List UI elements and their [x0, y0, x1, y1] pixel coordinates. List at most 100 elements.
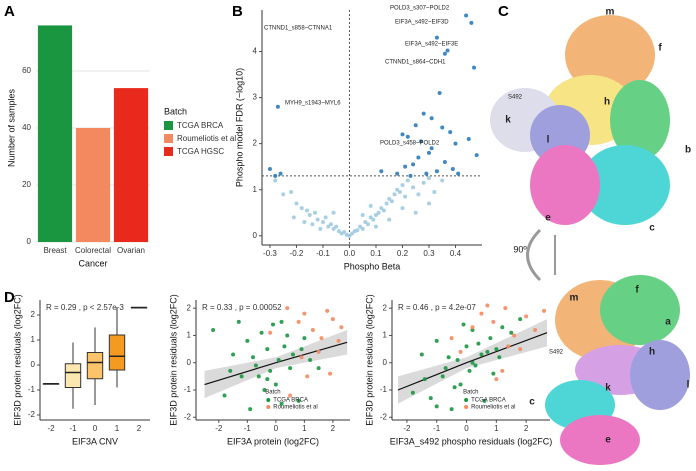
point — [403, 194, 408, 199]
point — [248, 407, 253, 412]
point — [222, 393, 227, 398]
confidence-band — [204, 330, 348, 399]
point — [400, 183, 405, 188]
panel-label: D — [4, 289, 15, 306]
point — [434, 169, 439, 174]
point — [494, 377, 499, 382]
x-tick-label: 0.2 — [397, 249, 409, 258]
point — [347, 233, 352, 238]
x-tick-label: -2 — [47, 424, 55, 433]
structure-label: k — [505, 115, 511, 126]
point — [331, 210, 336, 215]
point — [472, 65, 477, 70]
point — [411, 185, 416, 190]
point — [326, 224, 331, 229]
point — [426, 150, 431, 155]
point-annotation: EIF3A_s492~EIF3E — [405, 42, 458, 48]
point — [319, 336, 324, 341]
point — [482, 398, 487, 403]
x-axis-label: Phospho Beta — [344, 261, 401, 271]
x-axis-label: EIF3A protein (log2FC) — [227, 436, 319, 446]
box-body — [108, 334, 126, 371]
y-axis-label: Phospho model FDR (−log10) — [234, 68, 244, 187]
y-tick-label: 2 — [187, 303, 192, 312]
point — [268, 330, 273, 335]
point — [518, 317, 523, 322]
point — [448, 130, 453, 135]
point — [506, 344, 511, 349]
legend-swatch — [164, 134, 173, 143]
y-tick-label: 2 — [253, 139, 258, 148]
point — [464, 13, 469, 18]
point-annotation: POLD3_s307~POLD2 — [390, 6, 450, 12]
point — [458, 349, 463, 354]
point — [440, 178, 445, 183]
rotation-arrow — [526, 228, 542, 282]
point — [310, 328, 315, 332]
point — [400, 206, 405, 211]
point — [336, 338, 341, 343]
y-tick-label: 40 — [22, 123, 31, 132]
point — [442, 51, 447, 56]
point — [440, 125, 445, 130]
point — [474, 153, 479, 158]
y-tick-label: -1 — [380, 385, 388, 394]
point — [373, 224, 378, 229]
point — [387, 196, 392, 201]
point — [302, 336, 307, 341]
point — [479, 352, 484, 357]
x-tick-label: 0.0 — [344, 249, 356, 258]
point — [443, 366, 448, 371]
point — [302, 219, 307, 224]
x-tick-label: 1 — [302, 424, 307, 433]
point — [289, 190, 294, 195]
point — [491, 319, 496, 324]
stat-note: R = 0.46 , p = 4.2e-07 — [398, 303, 476, 312]
legend-swatch — [164, 147, 173, 156]
point — [395, 187, 400, 192]
legend-label: Roumeliotis et al — [177, 134, 236, 143]
legend-swatch — [164, 121, 173, 130]
point — [455, 358, 460, 362]
domain-blob — [580, 145, 670, 225]
point — [336, 229, 341, 234]
point — [384, 201, 389, 206]
point — [542, 308, 547, 313]
y-tick-label: -2 — [380, 412, 388, 421]
point — [285, 333, 290, 338]
rotation-label: 90º — [513, 244, 527, 254]
point — [397, 190, 402, 195]
x-axis-label: Cancer — [78, 258, 107, 268]
point — [381, 208, 386, 213]
point — [268, 368, 273, 373]
structure-art — [490, 15, 690, 465]
point — [500, 325, 505, 330]
x-tick-label: -1 — [69, 424, 77, 433]
point — [325, 308, 330, 313]
domain-blob — [610, 80, 670, 160]
domain-blob — [600, 275, 680, 345]
point — [429, 116, 434, 121]
point — [355, 228, 360, 233]
point — [426, 201, 431, 206]
point — [426, 176, 431, 181]
point — [291, 215, 296, 220]
point — [273, 382, 278, 387]
point — [464, 344, 469, 349]
y-tick-label: -1 — [28, 385, 36, 394]
point — [228, 368, 233, 373]
point — [422, 377, 427, 382]
point — [360, 226, 365, 231]
panel-label: A — [4, 3, 15, 20]
y-axis-label: EIF3D protein residuals (log2FC) — [168, 294, 178, 426]
x-tick-label: 1 — [494, 424, 499, 433]
y-tick-label: 2 — [31, 310, 36, 319]
domain-blob — [630, 340, 690, 410]
point — [428, 396, 433, 401]
point — [342, 230, 347, 235]
point — [279, 401, 284, 406]
point — [413, 123, 418, 128]
x-tick-label: Colorectal — [75, 246, 111, 255]
point — [512, 333, 517, 338]
point — [434, 35, 439, 40]
